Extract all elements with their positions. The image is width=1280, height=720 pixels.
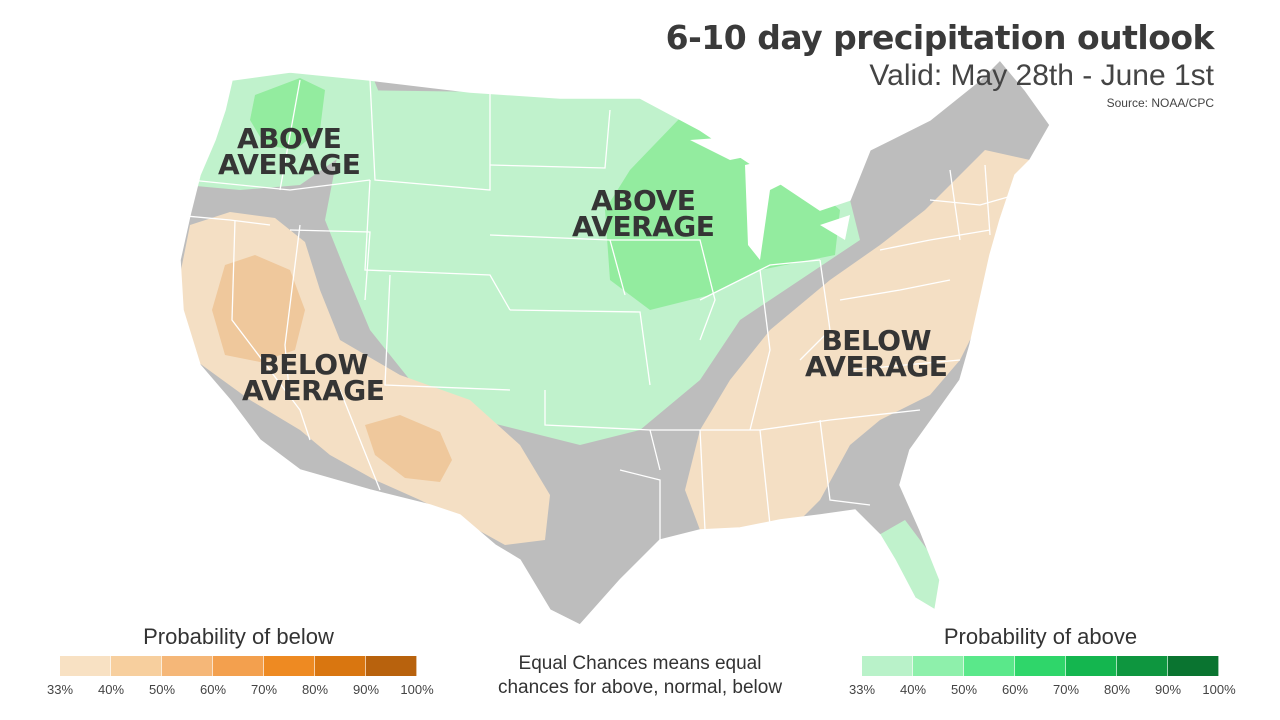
- legend-above-swatch: [964, 656, 1015, 676]
- label-southwest: BELOW AVERAGE: [242, 348, 385, 407]
- legend-above-tick: 100%: [1202, 682, 1236, 697]
- header: 6-10 day precipitation outlook Valid: Ma…: [665, 18, 1215, 110]
- label-southeast: BELOW AVERAGE: [805, 324, 948, 383]
- legend-below-swatch: [264, 656, 315, 676]
- legend-above-tick: 40%: [899, 682, 927, 697]
- legend-below-tick: 60%: [199, 682, 227, 697]
- legend-below-tick: 90%: [352, 682, 380, 697]
- legend-above-ticks: 33% 40% 50% 60% 70% 80% 90% 100%: [849, 682, 1236, 698]
- lake-michigan: [745, 155, 800, 260]
- legend-below-swatch: [111, 656, 162, 676]
- legend-above-swatch: [1117, 656, 1168, 676]
- lake-superior: [690, 135, 780, 160]
- page-title: 6-10 day precipitation outlook: [665, 18, 1215, 57]
- state-borders: [180, 79, 1016, 540]
- legend-above-title: Probability of above: [943, 624, 1138, 649]
- legend-below-tick: 70%: [250, 682, 278, 697]
- legend-below-tick: 33%: [46, 682, 74, 697]
- legend-below-scale: [60, 656, 417, 676]
- legend-above-tick: 70%: [1052, 682, 1080, 697]
- legend-above-swatch: [1066, 656, 1117, 676]
- legend-below-ticks: 33% 40% 50% 60% 70% 80% 90% 100%: [47, 682, 434, 698]
- below-region-southeast: [685, 150, 1030, 540]
- label-upper-midwest-line1: ABOVE: [591, 184, 696, 217]
- legend-above-tick: 50%: [950, 682, 978, 697]
- us-outline: [179, 58, 1051, 626]
- legend-below-swatch: [60, 656, 111, 676]
- below-region-california-core: [212, 255, 305, 362]
- above-region-northwest-core: [250, 78, 325, 150]
- label-northwest-line1: ABOVE: [237, 122, 342, 155]
- legend-above-tick: 33%: [848, 682, 876, 697]
- legend-above-scale: [862, 656, 1219, 676]
- label-northwest-line2: AVERAGE: [218, 148, 361, 181]
- legend-below-swatch: [162, 656, 213, 676]
- label-northwest: ABOVE AVERAGE: [218, 122, 361, 181]
- equal-chances-note-line1: Equal Chances means equal: [518, 653, 762, 674]
- legend-below-tick: 80%: [301, 682, 329, 697]
- legend-below-title: Probability of below: [143, 624, 334, 649]
- legend-above-swatch: [1168, 656, 1219, 676]
- label-southeast-line2: AVERAGE: [805, 350, 948, 383]
- page-subtitle: Valid: May 28th - June 1st: [869, 59, 1214, 92]
- below-region-arizona-core: [365, 415, 452, 482]
- label-southwest-line2: AVERAGE: [242, 374, 385, 407]
- legend-above-tick: 90%: [1154, 682, 1182, 697]
- source-credit: Source: NOAA/CPC: [1106, 96, 1214, 110]
- legend-below-tick: 100%: [400, 682, 434, 697]
- legend-below-swatch: [315, 656, 366, 676]
- label-upper-midwest-line2: AVERAGE: [572, 210, 715, 243]
- legend-below-swatch: [366, 656, 417, 676]
- legend-below-swatch: [213, 656, 264, 676]
- legend-above-swatch: [862, 656, 913, 676]
- label-upper-midwest: ABOVE AVERAGE: [572, 184, 715, 243]
- lake-erie: [820, 215, 850, 240]
- label-southeast-line1: BELOW: [821, 324, 931, 357]
- equal-chances-note-line2: chances for above, normal, below: [497, 677, 783, 698]
- legend-below-tick: 50%: [148, 682, 176, 697]
- above-region-florida: [870, 520, 950, 620]
- legend-above-swatch: [1015, 656, 1066, 676]
- legend-above-tick: 80%: [1103, 682, 1131, 697]
- legend-below-tick: 40%: [97, 682, 125, 697]
- legend-above-tick: 60%: [1001, 682, 1029, 697]
- label-southwest-line1: BELOW: [258, 348, 368, 381]
- legend-above-swatch: [913, 656, 964, 676]
- equal-chances-note: Equal Chances means equal chances for ab…: [460, 652, 820, 700]
